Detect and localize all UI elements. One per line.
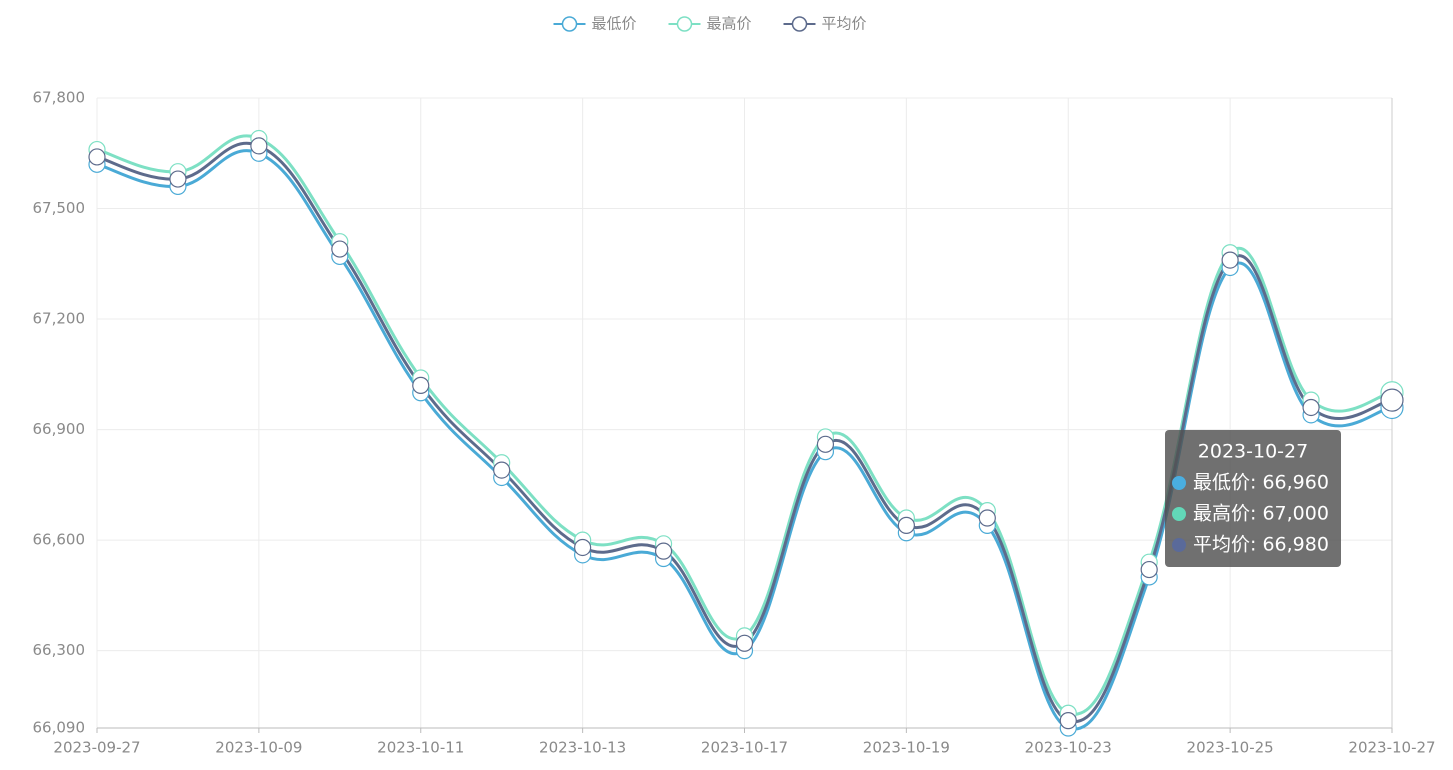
data-point <box>1140 560 1158 579</box>
legend-marker <box>676 16 693 32</box>
legend-marker <box>561 16 578 32</box>
legend-label[interactable]: 最高价 <box>707 15 752 33</box>
y-tick-label: 67,500 <box>33 199 86 217</box>
legend-label[interactable]: 最低价 <box>592 15 637 33</box>
y-tick-label: 67,800 <box>33 89 86 107</box>
tooltip-dot <box>1172 538 1186 552</box>
data-point <box>735 634 754 652</box>
legend-label[interactable]: 平均价 <box>822 15 867 33</box>
data-point <box>654 542 673 560</box>
data-point <box>412 376 430 394</box>
y-tick-label: 66,300 <box>33 641 86 659</box>
data-point <box>1221 251 1239 269</box>
x-tick-label: 2023-10-17 <box>701 739 788 757</box>
data-point <box>493 461 511 479</box>
tooltip-box <box>1165 430 1341 567</box>
tooltip-title: 2023-10-27 <box>1198 441 1308 463</box>
y-tick-label: 67,200 <box>33 310 86 328</box>
y-tick-label: 66,900 <box>33 420 86 438</box>
x-tick-label: 2023-10-25 <box>1187 739 1274 757</box>
x-tick-label: 2023-10-23 <box>1025 739 1112 757</box>
tooltip-item: 平均价: 66,980 <box>1193 534 1329 556</box>
tooltip: 2023-10-27 最低价: 66,960 最高价: 67,000 平均价: 66,… <box>1165 430 1341 567</box>
tooltip-item: 最高价: 67,000 <box>1193 503 1329 525</box>
data-point <box>816 435 835 453</box>
tooltip-dot <box>1172 507 1186 521</box>
x-tick-label: 2023-10-13 <box>539 739 626 757</box>
y-tick-label: 66,090 <box>33 719 86 737</box>
data-point <box>1380 388 1404 412</box>
data-point <box>88 148 106 166</box>
x-tick-label: 2023-10-11 <box>377 739 464 757</box>
data-point <box>1059 712 1077 730</box>
x-tick-label: 2023-09-27 <box>53 739 140 757</box>
tooltip-item: 最低价: 66,960 <box>1193 472 1329 494</box>
data-point <box>250 137 268 155</box>
x-tick-label: 2023-10-09 <box>215 739 302 757</box>
tooltip-dot <box>1172 476 1186 490</box>
legend-marker <box>791 16 808 32</box>
x-tick-label: 2023-10-27 <box>1348 739 1435 757</box>
data-point <box>978 509 996 527</box>
data-point <box>1302 398 1320 417</box>
y-tick-label: 66,600 <box>33 531 86 549</box>
data-point <box>574 538 592 557</box>
data-point <box>169 170 187 188</box>
data-point <box>897 516 915 534</box>
data-point <box>331 240 349 258</box>
x-tick-label: 2023-10-19 <box>863 739 950 757</box>
